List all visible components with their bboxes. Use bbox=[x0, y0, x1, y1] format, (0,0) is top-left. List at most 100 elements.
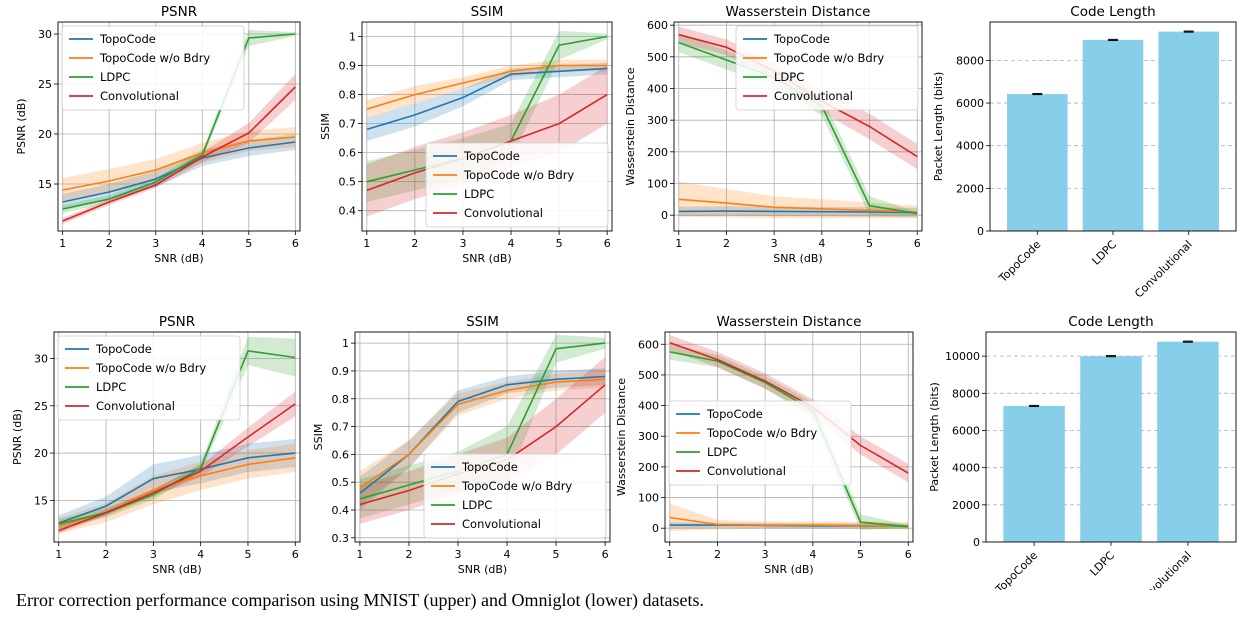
x-tick-label: 3 bbox=[762, 548, 769, 561]
x-tick-label: 5 bbox=[244, 548, 251, 561]
y-tick-label: 10000 bbox=[945, 350, 980, 363]
line-chart-5: 1 2 3 4 5 6 0.3 0.4 0.5 0.6 0.7 0.8 0.9 1 SSIM SNR (dB)… bbox=[312, 314, 611, 576]
y-axis-label: Wasserstein Distance bbox=[615, 378, 628, 496]
x-axis-label: SNR (dB) bbox=[458, 563, 507, 576]
y-tick-label: 600 bbox=[647, 19, 668, 32]
legend-label: TopoCode bbox=[461, 460, 518, 474]
y-tick-label: 0 bbox=[652, 522, 659, 535]
legend-label: TopoCode w/o Bdry bbox=[773, 51, 884, 65]
series-line bbox=[669, 516, 909, 527]
y-tick-label: 20 bbox=[38, 128, 52, 141]
x-tick-label: 5 bbox=[556, 237, 563, 250]
y-tick-label: 4000 bbox=[952, 462, 980, 475]
y-tick-label: 0.4 bbox=[332, 504, 350, 517]
x-tick-label: 5 bbox=[857, 548, 864, 561]
legend-label: Convolutional bbox=[96, 399, 175, 413]
series-line bbox=[58, 403, 296, 532]
y-tick-label: 0 bbox=[977, 225, 984, 238]
legend-label: LDPC bbox=[100, 70, 130, 84]
axes-frame bbox=[989, 21, 1237, 232]
y-axis-label: SSIM bbox=[319, 113, 332, 140]
series-line bbox=[669, 351, 909, 528]
confidence-band bbox=[62, 74, 296, 224]
series-line bbox=[669, 341, 909, 474]
y-tick-label: 0.5 bbox=[339, 176, 357, 189]
x-tick-label: 1 bbox=[666, 548, 673, 561]
legend: TopoCode TopoCode w/o Bdry LDPC Convolution… bbox=[57, 335, 241, 421]
y-tick-label: 300 bbox=[638, 430, 659, 443]
line-chart-4: 1 2 3 4 5 6 15 20 25 30 PSNR SNR (dB) PSNR (dB) TopoC… bbox=[11, 314, 301, 576]
legend: TopoCode TopoCode w/o Bdry LDPC Convolution… bbox=[61, 25, 245, 111]
axes-frame bbox=[673, 21, 923, 232]
legend-label: TopoCode w/o Bdry bbox=[463, 168, 574, 182]
x-tick-label: 6 bbox=[905, 548, 912, 561]
confidence-band bbox=[62, 127, 296, 202]
y-tick-label: 6000 bbox=[952, 424, 980, 437]
legend-box bbox=[61, 25, 245, 111]
x-tick-label: 1 bbox=[363, 237, 370, 250]
legend-box bbox=[425, 142, 609, 228]
series-line bbox=[366, 64, 608, 110]
y-tick-label: 0.9 bbox=[332, 365, 350, 378]
chart-title: Code Length bbox=[1070, 4, 1155, 20]
chart-title: SSIM bbox=[466, 314, 499, 330]
y-tick-label: 600 bbox=[638, 338, 659, 351]
confidence-band bbox=[669, 335, 909, 483]
y-tick-label: 500 bbox=[638, 369, 659, 382]
chart-title: Wasserstein Distance bbox=[717, 314, 862, 330]
chart-title: Code Length bbox=[1068, 314, 1153, 330]
y-tick-label: 6000 bbox=[956, 97, 984, 110]
y-tick-label: 30 bbox=[38, 28, 52, 41]
x-tick-label: LDPC bbox=[1089, 238, 1119, 268]
bar bbox=[1003, 405, 1065, 542]
x-tick-label: 3 bbox=[152, 237, 159, 250]
x-tick-label: 6 bbox=[604, 237, 611, 250]
legend-box bbox=[735, 25, 919, 111]
legend-label: LDPC bbox=[96, 380, 126, 394]
legend-label: LDPC bbox=[464, 187, 494, 201]
x-tick-label: 2 bbox=[106, 237, 113, 250]
y-tick-label: 0.8 bbox=[332, 393, 350, 406]
y-axis-label: PSNR (dB) bbox=[11, 409, 24, 465]
y-axis-label: PSNR (dB) bbox=[15, 98, 28, 154]
legend-label: Convolutional bbox=[707, 464, 786, 478]
y-tick-label: 2000 bbox=[952, 499, 980, 512]
y-tick-label: 0 bbox=[973, 536, 980, 549]
x-tick-label: 6 bbox=[602, 548, 609, 561]
line-chart-0: 1 2 3 4 5 6 15 20 25 30 PSNR SNR (dB) PSNR (dB) TopoC… bbox=[15, 4, 301, 265]
legend-label: TopoCode bbox=[99, 32, 156, 46]
legend-label: TopoCode w/o Bdry bbox=[461, 479, 572, 493]
legend-label: LDPC bbox=[707, 445, 737, 459]
legend-label: TopoCode bbox=[773, 32, 830, 46]
x-tick-label: TopoCode bbox=[996, 238, 1044, 286]
x-tick-label: 6 bbox=[914, 237, 921, 250]
figure-caption: Error correction performance comparison … bbox=[16, 590, 704, 610]
x-axis-label: SNR (dB) bbox=[764, 563, 813, 576]
x-tick-label: 4 bbox=[199, 237, 206, 250]
y-tick-label: 8000 bbox=[956, 54, 984, 67]
x-axis-label: SNR (dB) bbox=[773, 252, 822, 265]
y-axis-label: Wasserstein Distance bbox=[624, 67, 637, 185]
legend-label: TopoCode w/o Bdry bbox=[99, 51, 210, 65]
confidence-band bbox=[62, 134, 296, 210]
y-tick-label: 4000 bbox=[956, 140, 984, 153]
series-line bbox=[58, 452, 296, 524]
series-line bbox=[678, 198, 918, 213]
x-tick-label: 2 bbox=[723, 237, 730, 250]
confidence-band bbox=[366, 62, 608, 141]
y-tick-label: 15 bbox=[38, 178, 52, 191]
legend-label: TopoCode w/o Bdry bbox=[706, 426, 817, 440]
series-line bbox=[62, 136, 296, 191]
x-tick-label: 1 bbox=[675, 237, 682, 250]
x-tick-label: Convolutional bbox=[1132, 238, 1195, 301]
legend: TopoCode TopoCode w/o Bdry LDPC Convolution… bbox=[425, 142, 609, 228]
axes-frame bbox=[53, 331, 301, 543]
legend-label: TopoCode w/o Bdry bbox=[95, 361, 206, 375]
y-tick-label: 0.6 bbox=[339, 147, 357, 160]
series-line bbox=[62, 86, 296, 222]
axes-frame bbox=[361, 21, 613, 232]
series-line bbox=[62, 33, 296, 210]
series-line bbox=[366, 67, 608, 131]
legend-box bbox=[668, 400, 852, 486]
